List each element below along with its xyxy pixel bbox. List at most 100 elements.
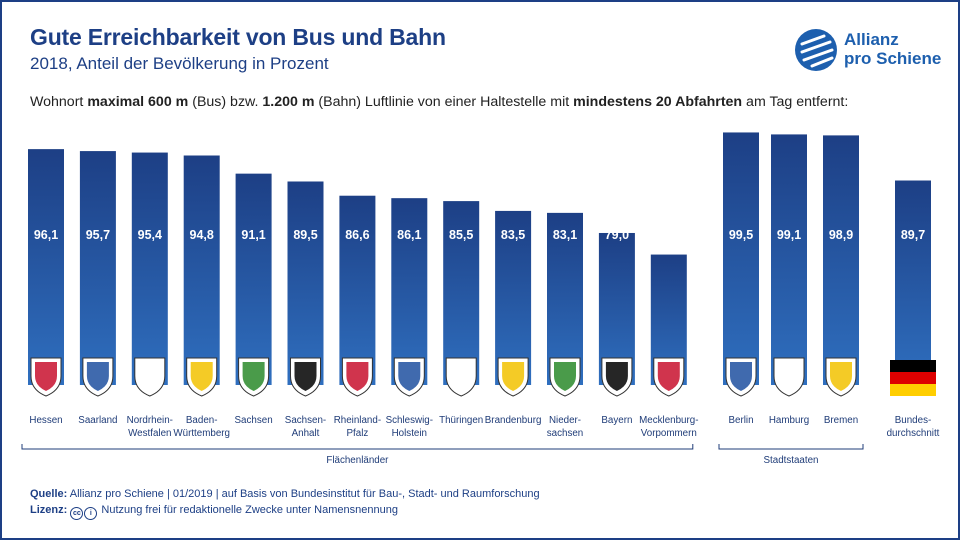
allianz-pro-schiene-logo: Allianz pro Schiene	[794, 28, 944, 74]
category-label: Hessen	[29, 415, 62, 426]
category-label: Baden-	[186, 415, 218, 426]
bar-value-label: 85,5	[449, 228, 473, 242]
bar-value-label: 89,5	[293, 228, 317, 242]
coat-of-arms-field-icon	[554, 362, 576, 391]
chart-title: Gute Erreichbarkeit von Bus und Bahn	[30, 24, 446, 50]
coat-of-arms-field-icon	[605, 362, 628, 391]
bar	[339, 195, 376, 385]
bar	[495, 210, 532, 385]
source-text: Allianz pro Schiene | 01/2019 | auf Basi…	[69, 488, 540, 500]
bar	[723, 132, 759, 385]
category-label: Mecklenburg-	[639, 415, 698, 426]
coat-of-arms-field-icon	[450, 362, 473, 391]
category-label: Bayern	[601, 415, 632, 426]
intro-bold-2: 1.200 m	[262, 94, 315, 110]
logo-text: Allianz pro Schiene	[844, 30, 941, 68]
coat-of-arms-field-icon	[830, 362, 852, 391]
category-label: Westfalen	[128, 428, 171, 439]
bar-value-label: 89,7	[901, 228, 925, 242]
group-bracket	[21, 444, 694, 450]
group-label: Stadtstaaten	[763, 455, 818, 466]
category-label: Sachsen-	[285, 415, 326, 426]
group-bracket	[718, 444, 864, 450]
logo-line-1: Allianz	[844, 30, 899, 49]
category-label: Pfalz	[347, 428, 369, 439]
category-label: Thüringen	[439, 415, 483, 426]
bar-value-label: 95,4	[138, 228, 162, 242]
bar-value-label: 74,6	[657, 228, 681, 242]
category-label: Nordrhein-	[127, 415, 173, 426]
category-label: Holstein	[392, 428, 427, 439]
bar	[28, 149, 64, 385]
chart-subtitle: 2018, Anteil der Bevölkerung in Prozent	[30, 54, 329, 73]
coat-of-arms-field-icon	[657, 362, 680, 391]
flag-stripe-red	[890, 372, 936, 384]
category-label: Schleswig-	[386, 415, 433, 426]
flag-stripe-gold	[890, 384, 936, 396]
bar	[287, 181, 324, 385]
coat-of-arms-field-icon	[398, 362, 421, 391]
coat-of-arms-field-icon	[242, 362, 265, 391]
logo-mark-icon	[795, 29, 837, 71]
bar-value-label: 86,6	[345, 228, 369, 242]
bar	[79, 151, 116, 385]
bar-value-label: 95,7	[86, 228, 110, 242]
category-label: Sachsen	[235, 415, 273, 426]
category-label: Saarland	[78, 415, 117, 426]
bar	[547, 212, 583, 385]
footer: Quelle: Allianz pro Schiene | 01/2019 | …	[30, 486, 540, 520]
category-label: Bremen	[824, 415, 858, 426]
bar-value-label: 99,5	[729, 228, 753, 242]
license-text: Nutzung frei für redaktionelle Zwecke un…	[101, 504, 398, 516]
category-label: Rheinland-	[334, 415, 381, 426]
bar-value-label: 96,1	[34, 228, 58, 242]
coat-of-arms-field-icon	[730, 362, 752, 391]
bar	[131, 152, 168, 385]
category-label: Nieder-	[549, 415, 581, 426]
license-label: Lizenz:	[30, 504, 68, 516]
intro-text: Wohnort maximal 600 m (Bus) bzw. 1.200 m…	[30, 94, 848, 110]
category-label: Berlin	[728, 415, 753, 426]
coat-of-arms-field-icon	[86, 362, 109, 391]
coat-of-arms-field-icon	[35, 362, 57, 391]
bar	[443, 201, 480, 385]
bar	[183, 155, 220, 385]
category-label: Anhalt	[292, 428, 320, 439]
source-line: Quelle: Allianz pro Schiene | 01/2019 | …	[30, 486, 540, 502]
bar	[235, 173, 272, 385]
source-label: Quelle:	[30, 488, 68, 500]
bar-value-label: 79,0	[605, 228, 629, 242]
category-label: sachsen	[547, 428, 584, 439]
license-line: Lizenz: cc i Nutzung frei für redaktionel…	[30, 502, 540, 520]
flag-stripe-black	[890, 360, 936, 372]
coat-of-arms-field-icon	[346, 362, 369, 391]
intro-bold-1: maximal 600 m	[87, 94, 189, 110]
cc-icon: cc	[70, 507, 84, 520]
bar-value-label: 91,1	[241, 228, 265, 242]
bar-value-label: 86,1	[397, 228, 421, 242]
category-label: Vorpommern	[641, 428, 697, 439]
category-label: Württemberg	[173, 428, 230, 439]
bar-value-label: 83,1	[553, 228, 577, 242]
category-label: Hamburg	[769, 415, 809, 426]
bar-value-label: 99,1	[777, 228, 801, 242]
bar	[823, 135, 859, 385]
coat-of-arms-field-icon	[138, 362, 161, 391]
intro-part-4: am Tag entfernt:	[742, 94, 849, 110]
bar	[895, 180, 931, 385]
coat-of-arms-field-icon	[778, 362, 800, 391]
group-label: Flächenländer	[326, 455, 389, 466]
bar-value-label: 83,5	[501, 228, 525, 242]
coat-of-arms-field-icon	[502, 362, 525, 391]
category-label: Bundes-	[895, 415, 932, 426]
category-label: durchschnitt	[887, 428, 940, 439]
intro-part-2: (Bus) bzw.	[188, 94, 263, 110]
intro-bold-3: mindestens 20 Abfahrten	[573, 94, 743, 110]
bar	[391, 198, 428, 385]
bar	[771, 134, 807, 385]
cc-by-icon: i	[84, 507, 98, 520]
coat-of-arms-field-icon	[190, 362, 213, 391]
bar-value-label: 98,9	[829, 228, 853, 242]
